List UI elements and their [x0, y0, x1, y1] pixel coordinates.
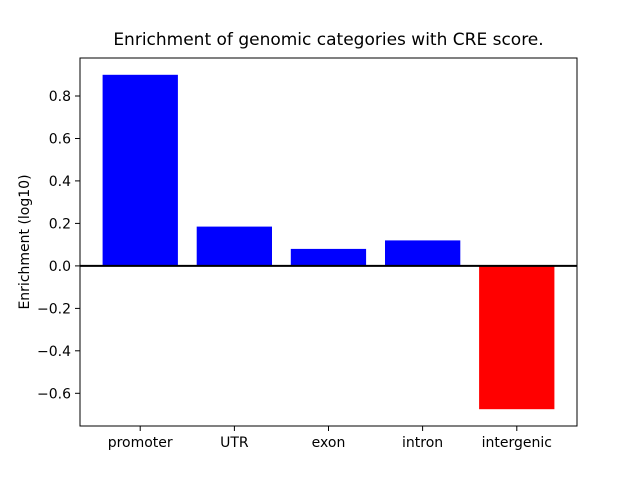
y-tick-label: −0.6 [37, 386, 71, 402]
y-tick-label: 0.2 [49, 216, 71, 232]
chart-title: Enrichment of genomic categories with CR… [113, 30, 544, 50]
bar-UTR [196, 226, 272, 266]
y-tick-label: 0.8 [49, 89, 71, 105]
y-tick-label: 0.6 [49, 132, 71, 148]
bar-intergenic [479, 265, 555, 410]
bar-promoter [102, 74, 178, 266]
x-tick-label-intron: intron [402, 435, 443, 451]
x-tick-label-exon: exon [312, 435, 346, 451]
x-tick-label-UTR: UTR [220, 435, 249, 451]
y-tick-label: 0.0 [49, 259, 71, 275]
y-tick-label: 0.4 [49, 174, 71, 190]
x-tick-label-intergenic: intergenic [482, 435, 552, 451]
x-tick-label-promoter: promoter [108, 435, 173, 451]
bar-intron [385, 240, 461, 266]
bar-exon [290, 248, 367, 266]
y-tick-label: −0.4 [37, 344, 71, 360]
y-tick-label: −0.2 [37, 301, 71, 317]
